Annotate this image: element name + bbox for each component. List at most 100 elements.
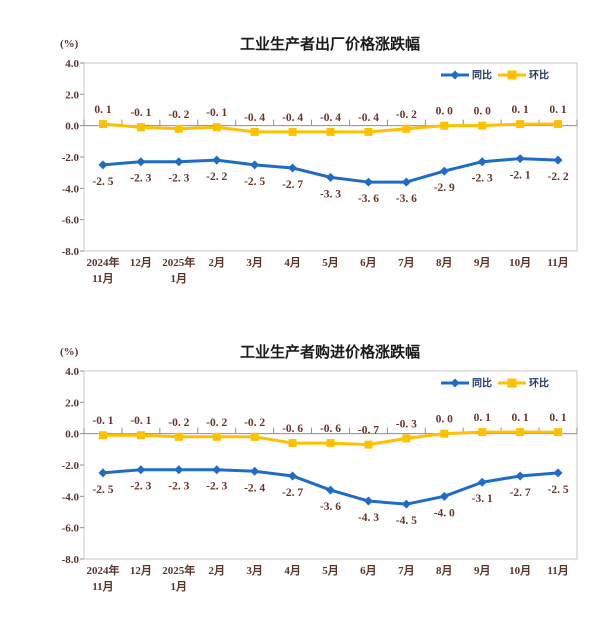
data-label: 0. 1 — [549, 412, 567, 424]
ppi-output-price-chart: 工业生产者出厂价格涨跌幅 (%) 4.0 2.0 0.0 -2.0 -4.0 -6.0 -8.0… — [0, 0, 612, 312]
data-label: -2. 5 — [92, 484, 113, 496]
x-tick-label: 1月 — [171, 580, 188, 593]
x-tick-label: 11月 — [92, 272, 113, 285]
x-tick-label: 6月 — [360, 564, 377, 577]
square-marker — [98, 431, 107, 440]
data-label: 0. 1 — [549, 104, 567, 116]
x-tick-label: 2月 — [208, 256, 225, 269]
diamond-marker — [250, 466, 260, 476]
x-tick-label: 3月 — [246, 564, 263, 577]
x-tick-label: 2月 — [208, 564, 225, 577]
ppi-output-price-chart-svg: 工业生产者出厂价格涨跌幅 (%) 4.0 2.0 0.0 -2.0 -4.0 -6.0 -8.0… — [60, 35, 578, 285]
x-tick-label: 12月 — [130, 564, 152, 577]
x-tick-label: 9月 — [474, 564, 491, 577]
data-label: -2. 5 — [92, 176, 113, 188]
data-label: -0. 1 — [206, 107, 227, 119]
y-tick-label: 2.0 — [65, 89, 79, 101]
square-marker — [440, 121, 449, 130]
data-label: -2. 3 — [130, 481, 151, 493]
square-marker — [516, 120, 525, 129]
diamond-marker — [212, 155, 222, 165]
diamond-marker — [439, 166, 449, 176]
data-label: -2. 3 — [472, 173, 493, 185]
ppi-purchase-price-chart-svg: 工业生产者购进价格涨跌幅 (%) 4.0 2.0 0.0 -2.0 -4.0 -6.0 -8.0… — [60, 343, 578, 593]
diamond-marker — [477, 157, 487, 167]
data-label: -0. 2 — [244, 417, 265, 429]
square-marker — [516, 428, 525, 437]
data-label: -2. 3 — [168, 481, 189, 493]
square-marker — [174, 432, 183, 441]
data-label: -2. 7 — [282, 179, 303, 191]
data-label: -2. 1 — [510, 170, 531, 182]
data-label: -2. 2 — [547, 171, 568, 183]
y-tick-label: 4.0 — [65, 366, 79, 378]
data-label: 0. 0 — [436, 414, 454, 426]
legend-square-marker — [507, 70, 517, 80]
data-label: -4. 3 — [358, 512, 379, 524]
square-marker — [174, 124, 183, 133]
data-label: -0. 1 — [130, 415, 151, 427]
ppi-purchase-price-chart: 工业生产者购进价格涨跌幅 (%) 4.0 2.0 0.0 -2.0 -4.0 -6.0 -8.0… — [0, 308, 612, 627]
x-tick-label: 6月 — [360, 256, 377, 269]
square-marker — [326, 127, 335, 136]
data-label: -4. 5 — [396, 515, 417, 527]
square-marker — [364, 127, 373, 136]
legend-square-marker — [507, 378, 517, 388]
plot-border — [83, 62, 578, 252]
y-tick-label: -2.0 — [62, 152, 80, 164]
diamond-marker — [401, 499, 411, 509]
data-label: -2. 5 — [244, 176, 265, 188]
diamond-marker — [250, 160, 260, 170]
x-tick-label: 5月 — [322, 564, 339, 577]
x-tick-label: 7月 — [398, 256, 415, 269]
data-label: -2. 5 — [547, 484, 568, 496]
legend-diamond-marker — [450, 70, 460, 80]
x-tick-label: 2024年 — [86, 563, 119, 577]
y-tick-label: 0.0 — [65, 121, 79, 133]
data-label: -0. 6 — [282, 423, 303, 435]
square-marker — [364, 440, 373, 449]
diamond-marker — [439, 491, 449, 501]
square-marker — [250, 127, 259, 136]
square-marker — [402, 124, 411, 133]
data-label: -0. 3 — [396, 418, 417, 430]
chart-title: 工业生产者出厂价格涨跌幅 — [240, 35, 420, 53]
y-tick-label: -2.0 — [62, 460, 80, 472]
data-label: -0. 4 — [358, 112, 379, 124]
x-tick-label: 11月 — [547, 564, 568, 577]
square-marker — [212, 432, 221, 441]
diamond-marker — [326, 172, 335, 182]
x-tick-label: 2025年 — [162, 255, 195, 269]
data-label: -2. 7 — [510, 487, 531, 499]
y-axis-unit-label: (%) — [60, 38, 79, 50]
x-tick-label: 8月 — [436, 256, 453, 269]
x-tick-label: 4月 — [284, 564, 301, 577]
data-label: -0. 1 — [92, 415, 113, 427]
data-label: -3. 6 — [320, 501, 341, 513]
diamond-marker — [136, 465, 146, 475]
x-tick-label: 9月 — [474, 256, 491, 269]
legend-label-环比: 环比 — [529, 69, 549, 82]
diamond-marker — [136, 157, 146, 167]
data-label: -2. 3 — [130, 173, 151, 185]
x-tick-label: 2024年 — [86, 255, 119, 269]
data-label: -2. 2 — [206, 171, 227, 183]
data-label: 0. 0 — [436, 106, 454, 118]
data-label: -0. 4 — [320, 112, 341, 124]
square-marker — [554, 428, 563, 437]
x-tick-label: 7月 — [398, 564, 415, 577]
diamond-marker — [326, 485, 335, 495]
square-marker — [440, 429, 449, 438]
square-marker — [478, 121, 487, 130]
data-label: -2. 7 — [282, 487, 303, 499]
y-tick-label: -4.0 — [62, 183, 80, 195]
data-label: -4. 0 — [434, 507, 455, 519]
data-label: -0. 2 — [396, 109, 417, 121]
y-tick-label: -6.0 — [62, 523, 80, 535]
data-label: 0. 1 — [94, 104, 112, 116]
data-label: -3. 3 — [320, 188, 341, 200]
legend-label-同比: 同比 — [472, 377, 492, 390]
legend-diamond-marker — [450, 378, 460, 388]
data-label: -2. 3 — [206, 481, 227, 493]
